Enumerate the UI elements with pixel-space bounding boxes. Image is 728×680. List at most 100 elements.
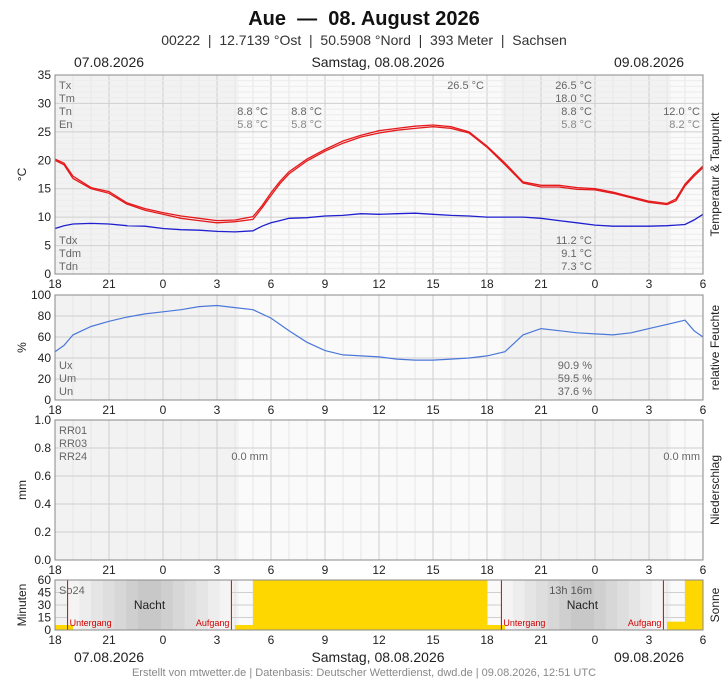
- y-tick-label: 0.8: [34, 441, 51, 455]
- y-tick-label: 100: [31, 288, 51, 302]
- sunrise-label: Aufgang: [628, 618, 662, 628]
- x-tick-label: 21: [102, 633, 116, 647]
- x-tick-label: 21: [534, 277, 548, 291]
- y-tick-label: 45: [38, 586, 52, 600]
- x-tick-label: 21: [534, 403, 548, 417]
- x-tick-label: 6: [700, 277, 707, 291]
- sun-bar: [667, 621, 685, 630]
- x-tick-label: 15: [426, 563, 440, 577]
- x-tick-label: 0: [160, 403, 167, 417]
- y-tick-label: 80: [38, 309, 52, 323]
- x-tick-label: 0: [160, 633, 167, 647]
- y-tick-label: 1.0: [34, 413, 51, 427]
- sunshine-series: Nacht Nacht Untergang Untergang Aufgang Aufga…: [55, 580, 703, 630]
- y-tick-label: 25: [38, 125, 52, 139]
- night-shade: [55, 295, 239, 400]
- night-shade: [501, 295, 671, 400]
- stat-label-rr03: RR03: [59, 438, 87, 450]
- night-block: [651, 580, 664, 630]
- right-axis-label: Sonne: [708, 587, 722, 622]
- y-tick-label: 15: [38, 611, 52, 625]
- x-tick-label: 18: [480, 563, 494, 577]
- y-axis-label: mm: [15, 480, 29, 500]
- sun-bar: [235, 625, 253, 630]
- stat-value-sun-total: 13h 16m: [549, 585, 592, 597]
- x-tick-label: 6: [700, 633, 707, 647]
- x-tick-label: 15: [426, 403, 440, 417]
- x-tick-label: 9: [322, 403, 329, 417]
- x-tick-label: 18: [48, 277, 62, 291]
- y-tick-label: 30: [38, 96, 52, 110]
- x-tick-label: 9: [322, 633, 329, 647]
- x-tick-label: 21: [534, 563, 548, 577]
- x-tick-label: 9: [322, 563, 329, 577]
- sun-bar: [415, 580, 433, 630]
- y-tick-label: 5: [44, 239, 51, 253]
- x-tick-label: 18: [480, 633, 494, 647]
- x-tick-label: 3: [214, 277, 221, 291]
- night-block: [570, 580, 583, 630]
- stat-label-so24: So24: [59, 585, 85, 597]
- y-tick-label: 20: [38, 153, 52, 167]
- station-subtitle: 00222 | 12.7139 °Ost | 50.5908 °Nord | 3…: [161, 32, 567, 48]
- y-tick-label: 0: [44, 267, 51, 281]
- stat-label-en: En: [59, 119, 72, 131]
- series-line-humidity: [54, 304, 704, 361]
- sun-bar: [343, 580, 361, 630]
- x-tick-label: 3: [646, 277, 653, 291]
- x-tick-label: 0: [592, 563, 599, 577]
- sun-bar: [685, 580, 703, 630]
- sun-bar: [253, 580, 271, 630]
- night-block: [91, 580, 104, 630]
- stat-value-tm: 18.0 °C: [555, 93, 592, 105]
- right-axis-label: Niederschlag: [708, 455, 722, 525]
- stat-label-tdm: Tdm: [59, 248, 81, 260]
- x-tick-label: 6: [268, 277, 275, 291]
- y-tick-label: 10: [38, 210, 52, 224]
- series-line-tx: [54, 124, 704, 222]
- y-tick-label: 0.0: [34, 553, 51, 567]
- stat-value-ux: 90.9 %: [558, 360, 592, 372]
- night-block: [640, 580, 653, 630]
- stat-value-en: 5.8 °C: [561, 119, 592, 131]
- x-tick-label: 6: [268, 633, 275, 647]
- night-block: [536, 580, 549, 630]
- sunset-label: Untergang: [70, 618, 112, 628]
- date-label-right: 09.08.2026: [614, 54, 684, 70]
- sun-bar: [433, 580, 451, 630]
- x-tick-label: 21: [102, 403, 116, 417]
- panel-frame: [54, 419, 704, 561]
- x-tick-label: 0: [592, 277, 599, 291]
- chart-title: Aue — 08. August 2026: [248, 8, 480, 30]
- x-tick-label: 18: [480, 403, 494, 417]
- stat-value-rr24-day: 0.0 mm: [231, 451, 268, 463]
- y-tick-label: 0.6: [34, 469, 51, 483]
- stat-value-tn-2: 8.8 °C: [291, 106, 322, 118]
- x-tick-label: 0: [160, 563, 167, 577]
- y-tick-label: 60: [38, 330, 52, 344]
- stat-value-tdn: 7.3 °C: [561, 261, 592, 273]
- stat-value-tn-next: 12.0 °C: [663, 106, 700, 118]
- night-block: [524, 580, 537, 630]
- night-shade: [55, 420, 239, 560]
- x-tick-label: 15: [426, 277, 440, 291]
- stat-value-en-2: 5.8 °C: [291, 119, 322, 131]
- stat-label-rr01: RR01: [59, 425, 87, 437]
- night-block: [617, 580, 630, 630]
- series-line-td: [54, 212, 704, 233]
- panel-frame: [54, 74, 704, 275]
- stat-value-um: 59.5 %: [558, 373, 592, 385]
- night-block: [172, 580, 186, 630]
- x-tick-label: 9: [322, 277, 329, 291]
- stat-value-un: 37.6 %: [558, 386, 592, 398]
- night-shade: [55, 75, 239, 274]
- footer-credit: Erstellt von mtwetter.de | Datenbasis: D…: [132, 667, 596, 679]
- x-tick-label: 0: [592, 403, 599, 417]
- y-tick-label: 60: [38, 573, 52, 587]
- night-block: [501, 580, 514, 630]
- night-block: [628, 580, 641, 630]
